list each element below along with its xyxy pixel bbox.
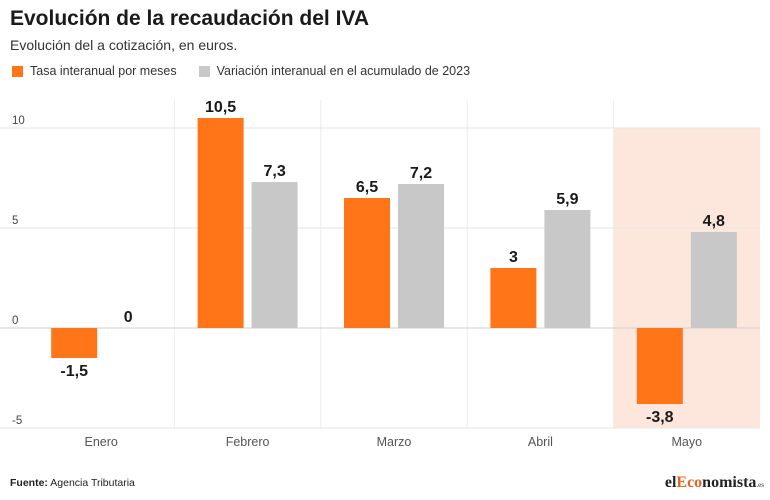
data-label: 6,5 bbox=[356, 179, 378, 196]
legend-swatch-orange bbox=[12, 65, 23, 77]
x-tick-label-mayo: Mayo bbox=[672, 435, 703, 449]
y-tick-label: 0 bbox=[12, 315, 18, 327]
bar-tasa-abril bbox=[490, 268, 537, 328]
y-tick-label: 5 bbox=[12, 215, 18, 227]
data-label: 7,3 bbox=[263, 163, 285, 180]
legend-label-variacion: Variación interanual en el acumulado de … bbox=[216, 64, 471, 78]
legend-swatch-gray bbox=[198, 65, 210, 77]
chart-subtitle: Evolución del a cotización, en euros. bbox=[10, 37, 238, 53]
data-label: 10,5 bbox=[205, 99, 236, 116]
y-tick-label: 10 bbox=[12, 115, 25, 127]
x-tick-label-marzo: Marzo bbox=[377, 435, 412, 449]
data-label: -3,8 bbox=[646, 409, 674, 426]
highlight-band-mayo bbox=[613, 128, 760, 428]
bar-variacion-abril bbox=[544, 210, 591, 328]
bar-variacion-febrero bbox=[251, 182, 298, 328]
x-tick-label-abril: Abril bbox=[528, 435, 553, 449]
source-note: Fuente: Agencia Tributaria bbox=[10, 477, 135, 489]
source-label: Fuente: bbox=[10, 477, 48, 489]
chart-title: Evolución de la recaudación del IVA bbox=[10, 7, 370, 30]
y-tick-label: -5 bbox=[12, 415, 22, 427]
data-label: -1,5 bbox=[60, 363, 88, 380]
source-text: Agencia Tributaria bbox=[50, 477, 135, 489]
bar-variacion-marzo bbox=[398, 184, 444, 328]
x-tick-label-febrero: Febrero bbox=[226, 435, 270, 449]
data-label: 0 bbox=[124, 309, 133, 326]
bar-tasa-marzo bbox=[344, 198, 390, 328]
x-tick-label-enero: Enero bbox=[85, 435, 118, 449]
data-label: 7,2 bbox=[410, 165, 432, 182]
eleconomista-logo: elEconomista.es bbox=[664, 474, 764, 491]
bar-tasa-enero bbox=[51, 328, 98, 358]
bar-variacion-mayo bbox=[690, 232, 737, 328]
bar-tasa-febrero bbox=[197, 118, 244, 328]
legend: Tasa interanual por meses Variación inte… bbox=[12, 64, 492, 78]
data-label: 5,9 bbox=[556, 191, 578, 208]
legend-label-tasa: Tasa interanual por meses bbox=[30, 64, 177, 78]
data-label: 3 bbox=[509, 249, 518, 266]
bar-tasa-mayo bbox=[636, 328, 683, 404]
legend-item-tasa: Tasa interanual por meses bbox=[12, 64, 177, 78]
legend-item-variacion: Variación interanual en el acumulado de … bbox=[198, 64, 471, 78]
data-label: 4,8 bbox=[703, 213, 725, 230]
bar-chart: -5 0 5 10 -1,5 0 Enero 10,5 7,3 Febrero 6,5 7,2 Marz… bbox=[0, 99, 760, 449]
